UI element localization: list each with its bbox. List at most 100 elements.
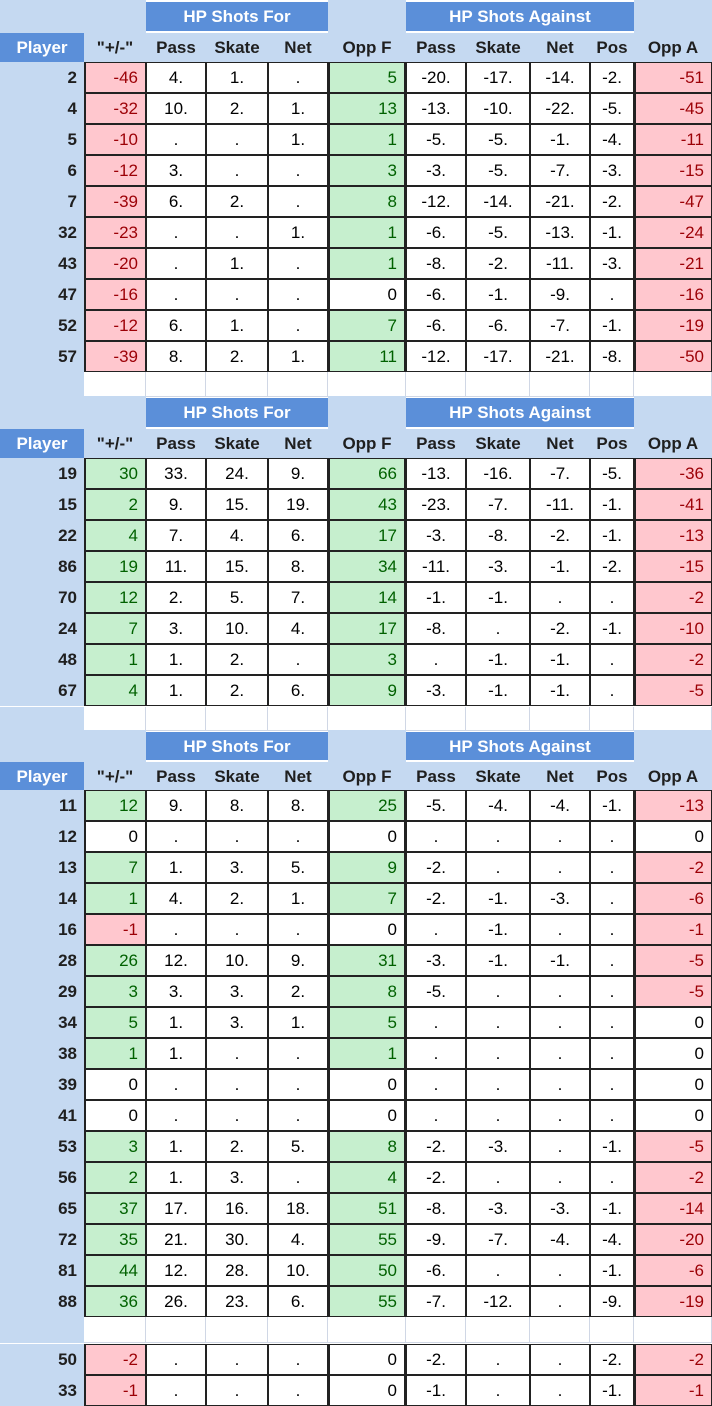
- shots-against-pass-cell[interactable]: -8.: [406, 613, 466, 644]
- shots-against-net-cell[interactable]: -7.: [530, 458, 590, 489]
- shots-against-pos-cell[interactable]: -1.: [590, 489, 634, 520]
- shots-for-skate-cell[interactable]: .: [206, 124, 268, 155]
- shots-for-skate-cell[interactable]: 1.: [206, 310, 268, 341]
- shots-for-skate-cell[interactable]: .: [206, 821, 268, 852]
- shots-for-skate-cell[interactable]: 10.: [206, 945, 268, 976]
- opp-f-cell[interactable]: 55: [328, 1286, 406, 1317]
- shots-for-skate-cell[interactable]: 2.: [206, 675, 268, 706]
- shots-against-skate-cell[interactable]: .: [466, 1375, 530, 1406]
- shots-for-net-cell[interactable]: .: [268, 821, 328, 852]
- plus-minus-cell[interactable]: -32: [84, 93, 146, 124]
- shots-against-net-cell[interactable]: -21.: [530, 186, 590, 217]
- shots-against-pass-cell[interactable]: -13.: [406, 93, 466, 124]
- empty-cell[interactable]: [406, 1313, 466, 1343]
- shots-against-skate-cell[interactable]: -16.: [466, 458, 530, 489]
- shots-against-pos-cell[interactable]: -1.: [590, 790, 634, 821]
- shots-against-net-cell[interactable]: .: [530, 1344, 590, 1375]
- empty-cell[interactable]: [590, 369, 634, 397]
- plus-minus-cell[interactable]: -20: [84, 248, 146, 279]
- shots-for-skate-cell[interactable]: 2.: [206, 883, 268, 914]
- shots-against-pos-cell[interactable]: .: [590, 644, 634, 675]
- plus-minus-cell[interactable]: 4: [84, 675, 146, 706]
- opp-f-cell[interactable]: 8: [328, 1131, 406, 1162]
- shots-against-pass-cell[interactable]: -11.: [406, 551, 466, 582]
- shots-against-skate-cell[interactable]: -12.: [466, 1286, 530, 1317]
- shots-for-net-cell[interactable]: 5.: [268, 852, 328, 883]
- empty-cell[interactable]: [146, 1313, 206, 1343]
- plus-minus-cell[interactable]: 4: [84, 520, 146, 551]
- plus-minus-cell[interactable]: 7: [84, 613, 146, 644]
- shots-against-pos-cell[interactable]: -1.: [590, 1375, 634, 1406]
- opp-f-cell[interactable]: 7: [328, 883, 406, 914]
- shots-for-net-cell[interactable]: 10.: [268, 1255, 328, 1286]
- opp-a-cell[interactable]: -2: [634, 852, 712, 883]
- plus-minus-cell[interactable]: 26: [84, 945, 146, 976]
- opp-f-cell[interactable]: 5: [328, 1007, 406, 1038]
- shots-for-skate-cell[interactable]: 3.: [206, 1007, 268, 1038]
- opp-f-cell[interactable]: 25: [328, 790, 406, 821]
- opp-a-cell[interactable]: -14: [634, 1193, 712, 1224]
- shots-against-skate-cell[interactable]: .: [466, 1344, 530, 1375]
- shots-against-skate-cell[interactable]: -17.: [466, 62, 530, 93]
- shots-against-pos-cell[interactable]: .: [590, 821, 634, 852]
- shots-against-pass-cell[interactable]: -6.: [406, 310, 466, 341]
- shots-for-net-cell[interactable]: .: [268, 186, 328, 217]
- shots-against-pos-cell[interactable]: -5.: [590, 93, 634, 124]
- shots-for-net-cell[interactable]: .: [268, 644, 328, 675]
- shots-against-net-cell[interactable]: -14.: [530, 62, 590, 93]
- shots-against-pos-cell[interactable]: -2.: [590, 551, 634, 582]
- empty-cell[interactable]: [84, 707, 146, 731]
- empty-cell[interactable]: [406, 369, 466, 397]
- opp-f-cell[interactable]: 0: [328, 1375, 406, 1406]
- shots-for-net-cell[interactable]: .: [268, 279, 328, 310]
- shots-for-net-cell[interactable]: 2.: [268, 976, 328, 1007]
- shots-for-net-cell[interactable]: .: [268, 914, 328, 945]
- plus-minus-cell[interactable]: -12: [84, 155, 146, 186]
- shots-for-net-cell[interactable]: .: [268, 62, 328, 93]
- shots-for-net-cell[interactable]: 1.: [268, 341, 328, 372]
- shots-against-pass-cell[interactable]: -3.: [406, 675, 466, 706]
- shots-against-skate-cell[interactable]: -4.: [466, 790, 530, 821]
- shots-for-net-cell[interactable]: 18.: [268, 1193, 328, 1224]
- shots-for-net-cell[interactable]: 7.: [268, 582, 328, 613]
- shots-against-skate-cell[interactable]: -1.: [466, 914, 530, 945]
- shots-for-skate-cell[interactable]: 3.: [206, 976, 268, 1007]
- shots-for-net-cell[interactable]: 4.: [268, 613, 328, 644]
- shots-for-pass-cell[interactable]: 8.: [146, 341, 206, 372]
- plus-minus-cell[interactable]: 5: [84, 1007, 146, 1038]
- shots-against-skate-cell[interactable]: -14.: [466, 186, 530, 217]
- shots-for-skate-cell[interactable]: 1.: [206, 62, 268, 93]
- shots-for-net-cell[interactable]: 6.: [268, 520, 328, 551]
- shots-against-net-cell[interactable]: -9.: [530, 279, 590, 310]
- shots-for-net-cell[interactable]: 19.: [268, 489, 328, 520]
- opp-f-cell[interactable]: 1: [328, 217, 406, 248]
- shots-for-net-cell[interactable]: .: [268, 1375, 328, 1406]
- shots-against-skate-cell[interactable]: -1.: [466, 582, 530, 613]
- plus-minus-cell[interactable]: -10: [84, 124, 146, 155]
- shots-against-pass-cell[interactable]: -6.: [406, 279, 466, 310]
- opp-f-cell[interactable]: 17: [328, 613, 406, 644]
- shots-for-pass-cell[interactable]: 3.: [146, 976, 206, 1007]
- plus-minus-cell[interactable]: 37: [84, 1193, 146, 1224]
- plus-minus-cell[interactable]: -1: [84, 1375, 146, 1406]
- shots-for-pass-cell[interactable]: 1.: [146, 644, 206, 675]
- plus-minus-cell[interactable]: -39: [84, 341, 146, 372]
- shots-for-net-cell[interactable]: 1.: [268, 124, 328, 155]
- shots-against-skate-cell[interactable]: -7.: [466, 489, 530, 520]
- shots-against-skate-cell[interactable]: -1.: [466, 644, 530, 675]
- opp-a-cell[interactable]: -13: [634, 520, 712, 551]
- opp-a-cell[interactable]: -16: [634, 279, 712, 310]
- shots-for-pass-cell[interactable]: 9.: [146, 489, 206, 520]
- shots-against-net-cell[interactable]: -22.: [530, 93, 590, 124]
- shots-against-pos-cell[interactable]: -2.: [590, 186, 634, 217]
- shots-against-net-cell[interactable]: .: [530, 914, 590, 945]
- shots-against-net-cell[interactable]: .: [530, 582, 590, 613]
- shots-against-pos-cell[interactable]: -4.: [590, 124, 634, 155]
- shots-against-pos-cell[interactable]: -1.: [590, 613, 634, 644]
- shots-against-pos-cell[interactable]: -5.: [590, 458, 634, 489]
- shots-against-pass-cell[interactable]: -2.: [406, 1162, 466, 1193]
- opp-f-cell[interactable]: 4: [328, 1162, 406, 1193]
- empty-cell[interactable]: [84, 1313, 146, 1343]
- empty-cell[interactable]: [146, 369, 206, 397]
- shots-against-pass-cell[interactable]: .: [406, 644, 466, 675]
